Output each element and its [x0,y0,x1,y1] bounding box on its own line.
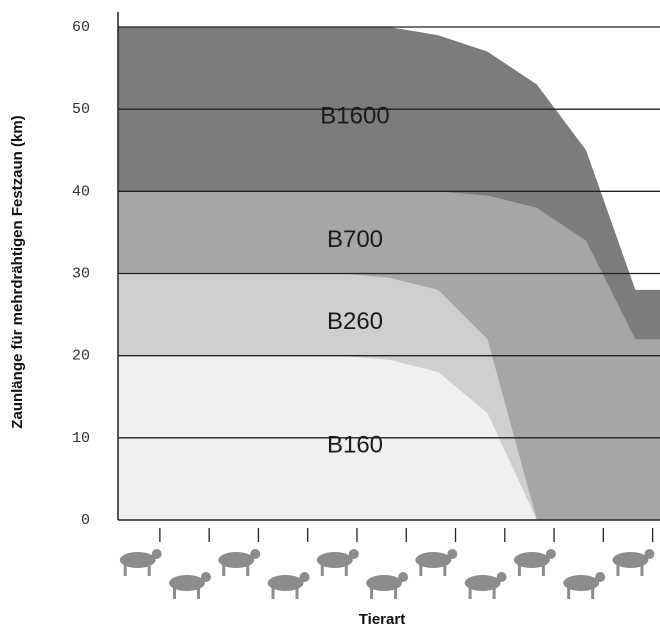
y-axis-label: Zaunlänge für mehrdrähtigen Festzaun (km… [9,115,26,428]
y-tick-label: 10 [72,430,90,447]
y-tick-label: 50 [72,101,90,118]
y-tick-label: 20 [72,348,90,365]
region-label: B1600 [320,103,389,130]
region-label: B700 [327,226,383,253]
animal-icon [612,549,654,576]
animal-icon [563,572,605,599]
y-tick-label: 0 [81,512,90,529]
animal-icon [465,572,507,599]
chart: Tierart Zaunlänge für mehrdrähtigen Fest… [0,0,660,630]
animal-icon [317,549,359,576]
y-tick-label: 60 [72,19,90,36]
animal-icon [169,572,211,599]
animal-icon [218,549,260,576]
region-label: B160 [327,431,383,458]
animal-icon [415,549,457,576]
y-tick-label: 30 [72,265,90,282]
animal-icon [268,572,310,599]
x-axis-label: Tierart [359,611,405,628]
animal-icon [514,549,556,576]
region-label: B260 [327,308,383,335]
animal-icon [366,572,408,599]
y-tick-label: 40 [72,183,90,200]
animal-icon [120,549,162,576]
